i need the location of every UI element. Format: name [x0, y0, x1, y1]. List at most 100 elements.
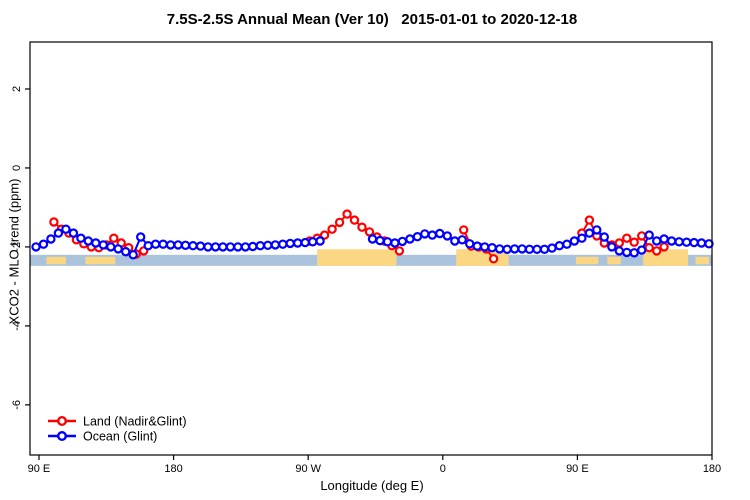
series-ocean-point — [614, 246, 625, 256]
land-coverage-patch — [575, 256, 599, 265]
x-tick-label: 180 — [703, 463, 721, 475]
series-ocean-point — [629, 248, 639, 258]
series-ocean-point — [539, 244, 550, 254]
series-ocean-point — [502, 244, 512, 254]
series-land-point — [488, 254, 499, 264]
series-ocean-point — [106, 242, 116, 252]
series-ocean-point — [674, 237, 684, 247]
series-ocean-point — [569, 236, 580, 246]
series-ocean-point — [704, 239, 714, 249]
series-ocean-point — [203, 242, 213, 252]
series-ocean-point — [480, 242, 490, 252]
series-ocean-point — [435, 228, 445, 239]
series-ocean-point — [689, 237, 699, 248]
series-ocean-point — [607, 242, 617, 252]
series-ocean-point — [263, 240, 273, 250]
series-land-point — [622, 233, 632, 243]
series-ocean-point — [165, 240, 176, 250]
series-ocean-point — [285, 238, 295, 249]
series-ocean-point — [472, 241, 482, 251]
series-ocean-point — [53, 228, 64, 238]
series-ocean-point — [375, 235, 385, 246]
series-ocean-point — [599, 232, 610, 242]
series-ocean-point — [128, 250, 138, 260]
legend-label: Land (Nadir&Glint) — [83, 415, 187, 429]
land-coverage-patch — [607, 256, 621, 265]
series-ocean-point — [300, 237, 310, 248]
series-ocean-point — [293, 238, 303, 248]
series-land-point — [319, 230, 330, 240]
series-ocean-point — [195, 241, 206, 251]
series-ocean-point — [420, 229, 430, 239]
series-land-point — [342, 209, 352, 219]
series-land-point — [637, 231, 647, 241]
legend-marker-icon — [57, 431, 68, 442]
series-land-point — [652, 246, 662, 256]
series-ocean-point — [696, 238, 707, 248]
series-ocean-point — [465, 239, 475, 249]
series-land-point — [327, 224, 337, 234]
series-ocean-point — [427, 230, 437, 240]
series-ocean-point — [233, 242, 243, 252]
land-coverage-patch — [46, 256, 66, 265]
series-ocean-point — [382, 237, 393, 247]
series-ocean-point — [652, 236, 662, 246]
legend-marker-icon — [57, 416, 68, 427]
y-tick-label: -6 — [11, 400, 23, 410]
series-ocean-point — [547, 243, 557, 253]
y-tick-label: 0 — [11, 165, 23, 171]
legend: Land (Nadir&Glint)Ocean (Glint) — [48, 415, 187, 444]
series-land-point — [614, 238, 625, 248]
series-ocean-point — [577, 233, 587, 243]
series-ocean-point — [457, 235, 467, 245]
x-axis-label: Longitude (deg E) — [320, 478, 424, 493]
series-ocean-point — [278, 239, 288, 249]
series-ocean-point — [592, 225, 602, 235]
y-tick-label: -2 — [11, 242, 23, 252]
series-land-point — [584, 215, 595, 225]
series-ocean-point — [113, 244, 123, 254]
x-tick-label: 90 E — [28, 463, 51, 475]
x-axis: 90 E 180 90 W 0 90 E 180 — [28, 455, 721, 475]
y-axis-label: XCO2 - MLO trend (ppm) — [6, 178, 22, 325]
series-ocean-point — [681, 237, 692, 247]
series-land-point — [459, 225, 469, 235]
series-ocean-point — [308, 237, 318, 247]
y-tick-label: -4 — [11, 321, 23, 331]
series-ocean-point — [135, 232, 146, 242]
series-ocean-point — [248, 241, 258, 252]
land-coverage-patch — [695, 256, 710, 265]
series-ocean-point — [397, 236, 408, 247]
series-ocean-point — [659, 234, 669, 244]
series-ocean-point — [150, 239, 161, 249]
series-ocean-point — [173, 240, 183, 250]
series-ocean — [31, 224, 714, 260]
series-land-point — [629, 237, 639, 247]
series-land-point — [109, 233, 119, 243]
legend-label: Ocean (Glint) — [83, 430, 157, 444]
series-ocean-point — [91, 238, 101, 248]
series-ocean-point — [367, 234, 378, 244]
series-ocean-point — [61, 224, 71, 234]
series-ocean-point — [180, 240, 191, 250]
series-ocean-point — [188, 240, 198, 251]
series-ocean-point — [255, 240, 265, 251]
y-tick-label: 2 — [11, 86, 23, 92]
x-tick-label: 90 W — [295, 463, 321, 475]
series-ocean-point — [143, 240, 153, 251]
series-land-point — [357, 222, 367, 232]
series-ocean-point — [517, 244, 527, 254]
series-ocean-point — [76, 233, 86, 243]
series-land-point — [659, 242, 669, 252]
series-land-point — [644, 242, 654, 253]
series-ocean-point — [120, 246, 131, 257]
land-coverage-patch — [85, 256, 116, 265]
series-ocean-point — [637, 245, 647, 255]
series-ocean-point — [405, 234, 415, 244]
series-ocean-point — [494, 244, 505, 254]
series-ocean-point — [68, 228, 79, 238]
chart-title: 7.5S-2.5S Annual Mean (Ver 10) 2015-01-0… — [166, 11, 578, 28]
series-ocean-point — [31, 242, 41, 252]
series-ocean-point — [390, 238, 400, 248]
series-land-point — [49, 217, 59, 227]
